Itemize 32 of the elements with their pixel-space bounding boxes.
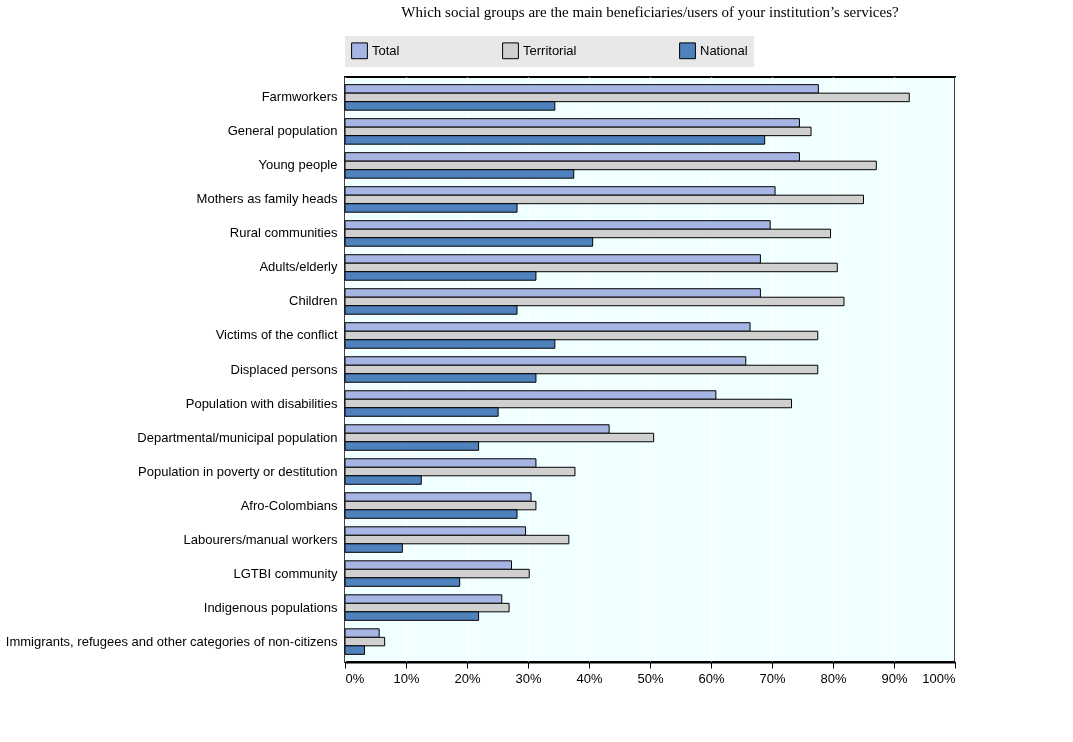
y-tick-label: Labourers/manual workers [183,531,338,547]
y-tick-label: Immigrants, refugees and other categories of non-citizens [5,633,338,649]
x-tick-label: 50% [637,670,664,686]
y-tick-label: Population with disabilities [185,395,338,411]
chart-title: Which social groups are the main beneficiaries/users of your institution’s services? [401,4,900,20]
y-tick-label: Indigenous populations [203,599,338,615]
y-tick-label: Displaced persons [230,361,338,377]
x-tick-label: 100% [922,670,956,686]
y-tick-label: Young people [258,157,338,173]
x-tick-label: 60% [698,670,725,686]
x-tick-label: 20% [454,670,481,686]
y-tick-label: Victims of the conflict [215,327,338,343]
x-tick-label: 90% [881,670,908,686]
legend-label: Total [372,42,400,58]
y-tick-label: Mothers as family heads [196,191,338,207]
y-tick-label: Afro-Colombians [240,497,338,513]
legend-label: National [700,42,748,58]
x-tick-label: 0% [345,670,365,686]
legend-label: Territorial [523,42,577,58]
x-tick-label: 10% [393,670,420,686]
y-tick-label: Departmental/municipal population [137,429,338,445]
y-tick-label: Population in poverty or destitution [138,463,338,479]
y-tick-label: Children [289,293,338,309]
x-tick-label: 70% [759,670,786,686]
y-tick-label: LGTBI community [233,565,338,581]
y-tick-label: Adults/elderly [259,259,338,275]
y-tick-label: General population [227,123,338,139]
y-tick-label: Farmworkers [261,89,338,105]
x-tick-label: 40% [576,670,603,686]
y-tick-label: Rural communities [229,225,338,241]
x-tick-label: 30% [515,670,542,686]
x-tick-label: 80% [820,670,847,686]
